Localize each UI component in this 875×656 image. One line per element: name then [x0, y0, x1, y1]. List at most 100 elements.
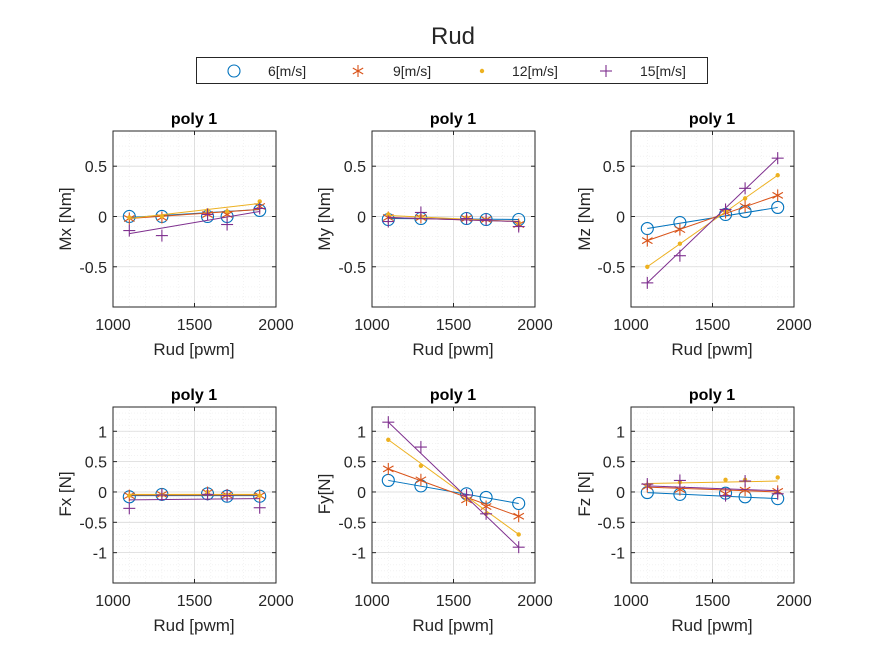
legend-label-9: 9[m/s]	[393, 63, 431, 79]
plot-area-fz: 1000 1500 2000 -1 -0.5 0 0.5 1	[597, 406, 812, 610]
fit-line	[647, 486, 778, 493]
data-point	[221, 489, 234, 502]
x-tick-label: 2000	[776, 593, 812, 610]
y-tick-label: 0	[98, 485, 107, 502]
data-point	[641, 478, 654, 491]
y-tick-label: 0.5	[344, 159, 366, 176]
y-tick-label: 1	[357, 424, 366, 441]
data-point	[127, 493, 132, 498]
x-tick-label: 1500	[177, 593, 213, 610]
y-axis-label-mz: Mz [Nm]	[575, 187, 594, 250]
y-axis-label-mx: Mx [Nm]	[56, 187, 75, 250]
data-point	[480, 213, 493, 226]
ticks	[112, 131, 277, 307]
fit-line	[388, 217, 519, 221]
fit-line	[129, 208, 260, 219]
x-tick-label: 1000	[95, 593, 131, 610]
data-point	[677, 241, 683, 246]
data-point	[382, 462, 394, 475]
data-point	[201, 488, 214, 501]
plot-area-mz: 1000 1500 2000 -0.5 0 0.5	[597, 130, 812, 334]
y-tick-label: -0.5	[79, 515, 107, 532]
y-tick-label: -0.5	[597, 515, 625, 532]
x-tick-label: 2000	[517, 593, 553, 610]
x-tick-label: 2000	[776, 317, 812, 334]
x-tick-label: 1500	[695, 593, 731, 610]
data-point	[123, 224, 136, 237]
y-tick-label: 1	[616, 424, 625, 441]
fit-line	[647, 492, 778, 500]
x-tick-label: 1500	[177, 317, 213, 334]
fit-line	[388, 216, 519, 223]
x-tick-label: 2000	[517, 317, 553, 334]
subplot-title-fz: poly 1	[689, 387, 735, 404]
legend-label-6: 6[m/s]	[268, 63, 306, 79]
data-point	[224, 209, 230, 214]
legend-label-15: 15[m/s]	[640, 63, 686, 79]
data-point	[257, 199, 262, 204]
x-tick-label: 2000	[258, 593, 294, 610]
x-axis-label-mx: Rud [pwm]	[153, 340, 234, 359]
data-point	[418, 463, 424, 469]
data-point	[460, 212, 473, 225]
data-point	[123, 502, 136, 515]
legend-marker-circle	[227, 64, 241, 78]
legend-entry-6: 6[m/s]	[227, 63, 306, 79]
plot-area-mx: 1000 1500 2000 -0.5 0 0.5	[79, 130, 294, 334]
data-point	[386, 437, 391, 442]
y-axis-label-fz: Fz [N]	[575, 471, 594, 516]
ticks	[371, 407, 536, 583]
series-9ms	[641, 189, 784, 247]
subplot-mz: poly 1 Mz [Nm] Rud [pwm]	[575, 111, 753, 359]
fit-line	[129, 202, 260, 219]
data-point	[480, 507, 493, 520]
data-point	[257, 493, 262, 498]
data-point	[127, 215, 132, 220]
x-axis-label-fx: Rud [pwm]	[153, 616, 234, 635]
series-15ms	[123, 202, 266, 242]
data-point	[739, 200, 751, 213]
legend-box	[196, 57, 708, 84]
y-tick-label: 0.5	[603, 455, 625, 472]
y-tick-label: 0.5	[344, 455, 366, 472]
subplot-title-mx: poly 1	[171, 111, 217, 128]
y-tick-label: 0.5	[85, 455, 107, 472]
series-15ms	[382, 416, 525, 554]
data-point	[641, 276, 654, 289]
plot-area-fy: 1000 1500 2000 -1 -0.5 0 0.5 1	[338, 406, 553, 610]
x-tick-label: 1000	[95, 317, 131, 334]
data-point	[641, 234, 653, 247]
data-point	[221, 218, 234, 231]
data-point	[460, 489, 473, 501]
data-point	[772, 189, 784, 202]
x-axis-label-my: Rud [pwm]	[412, 340, 493, 359]
ticks	[630, 131, 795, 307]
data-point	[253, 202, 266, 215]
y-tick-label: 0	[357, 209, 366, 226]
subplot-my: poly 1 My [Nm] Rud [pwm]	[315, 111, 494, 359]
data-point	[516, 532, 521, 537]
x-axis-label-mz: Rud [pwm]	[671, 340, 752, 359]
data-point	[640, 222, 654, 236]
x-axis-label-fy: Rud [pwm]	[412, 616, 493, 635]
fit-line	[129, 210, 260, 235]
legend-entry-9: 9[m/s]	[352, 63, 431, 79]
series-15ms	[641, 474, 784, 502]
ticks	[371, 131, 536, 307]
data-point	[155, 229, 168, 242]
subplot-title-my: poly 1	[430, 111, 476, 128]
figure-title: Rud	[431, 23, 475, 50]
subplot-title-fx: poly 1	[171, 387, 217, 404]
data-point	[742, 196, 748, 201]
plot-area-my: 1000 1500 2000 -0.5 0 0.5	[338, 130, 553, 334]
data-point	[674, 223, 686, 236]
data-point	[386, 212, 391, 217]
legend-marker-asterisk	[352, 65, 364, 77]
data-point	[739, 475, 752, 488]
data-point	[512, 496, 526, 511]
series-12ms	[127, 199, 262, 220]
x-tick-label: 2000	[258, 317, 294, 334]
y-axis-label-fx: Fx [N]	[56, 471, 75, 516]
data-point	[382, 416, 395, 429]
